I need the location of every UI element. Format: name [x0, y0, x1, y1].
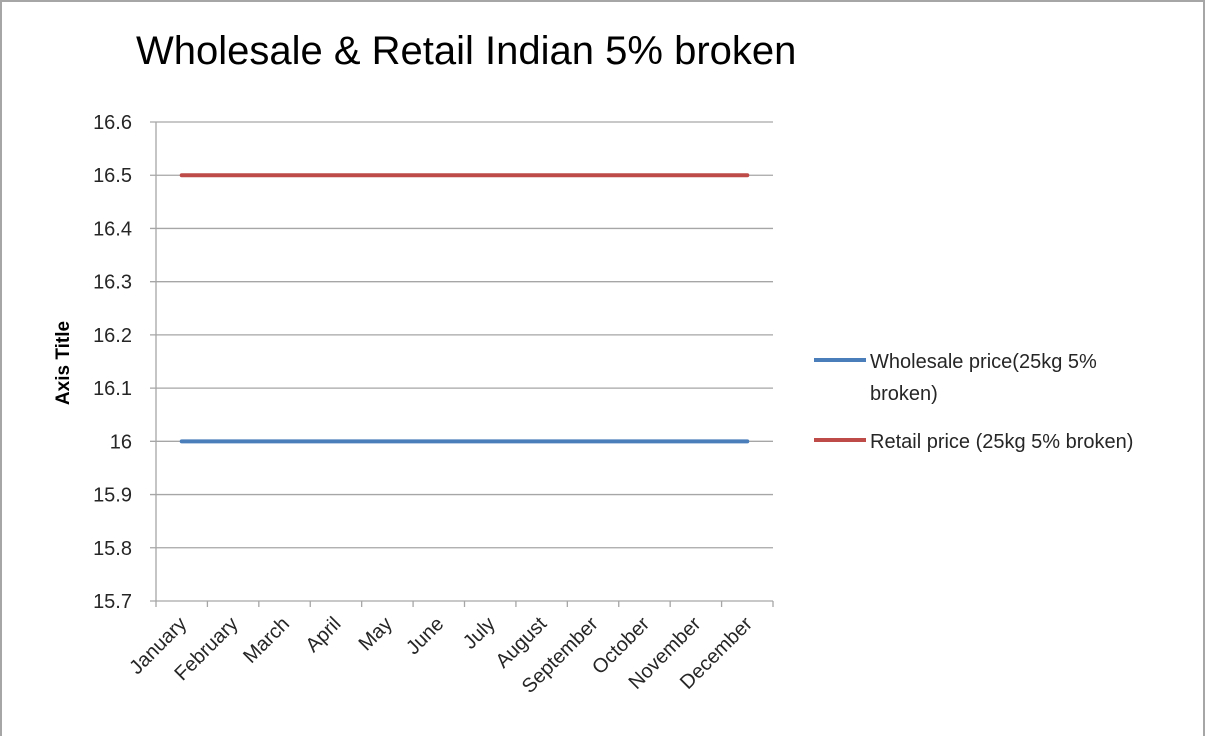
legend-label: broken)	[870, 383, 938, 405]
gridlines	[150, 121, 773, 602]
y-tick-label: 16.3	[93, 272, 132, 294]
legend: Wholesale price(25kg 5% broken) Retail pri…	[814, 351, 1133, 453]
x-tick-label: March	[239, 613, 294, 668]
x-tick-label: July	[459, 613, 500, 654]
y-tick-label: 16	[110, 431, 132, 453]
y-axis-title: Axis Title	[53, 321, 74, 405]
legend-label: Wholesale price(25kg 5%	[870, 351, 1097, 373]
y-tick-labels: 16.6 16.5 16.4 16.3 16.2 16.1 16 15.9 15.8 15.7	[93, 112, 132, 613]
series-lines	[179, 173, 750, 444]
y-tick-label: 16.2	[93, 325, 132, 347]
axes	[155, 122, 774, 607]
legend-label: Retail price (25kg 5% broken)	[870, 431, 1133, 453]
x-tick-label: April	[302, 613, 346, 657]
y-tick-label: 16.6	[93, 112, 132, 134]
y-tick-label: 15.8	[93, 538, 132, 560]
chart-title: Wholesale & Retail Indian 5% broken	[136, 29, 796, 73]
x-tick-label: June	[402, 613, 448, 659]
x-tick-label: May	[355, 613, 397, 655]
y-tick-label: 16.1	[93, 378, 132, 400]
y-tick-label: 16.4	[93, 218, 132, 240]
y-tick-label: 15.7	[93, 591, 132, 613]
y-tick-label: 15.9	[93, 485, 132, 507]
y-tick-label: 16.5	[93, 165, 132, 187]
